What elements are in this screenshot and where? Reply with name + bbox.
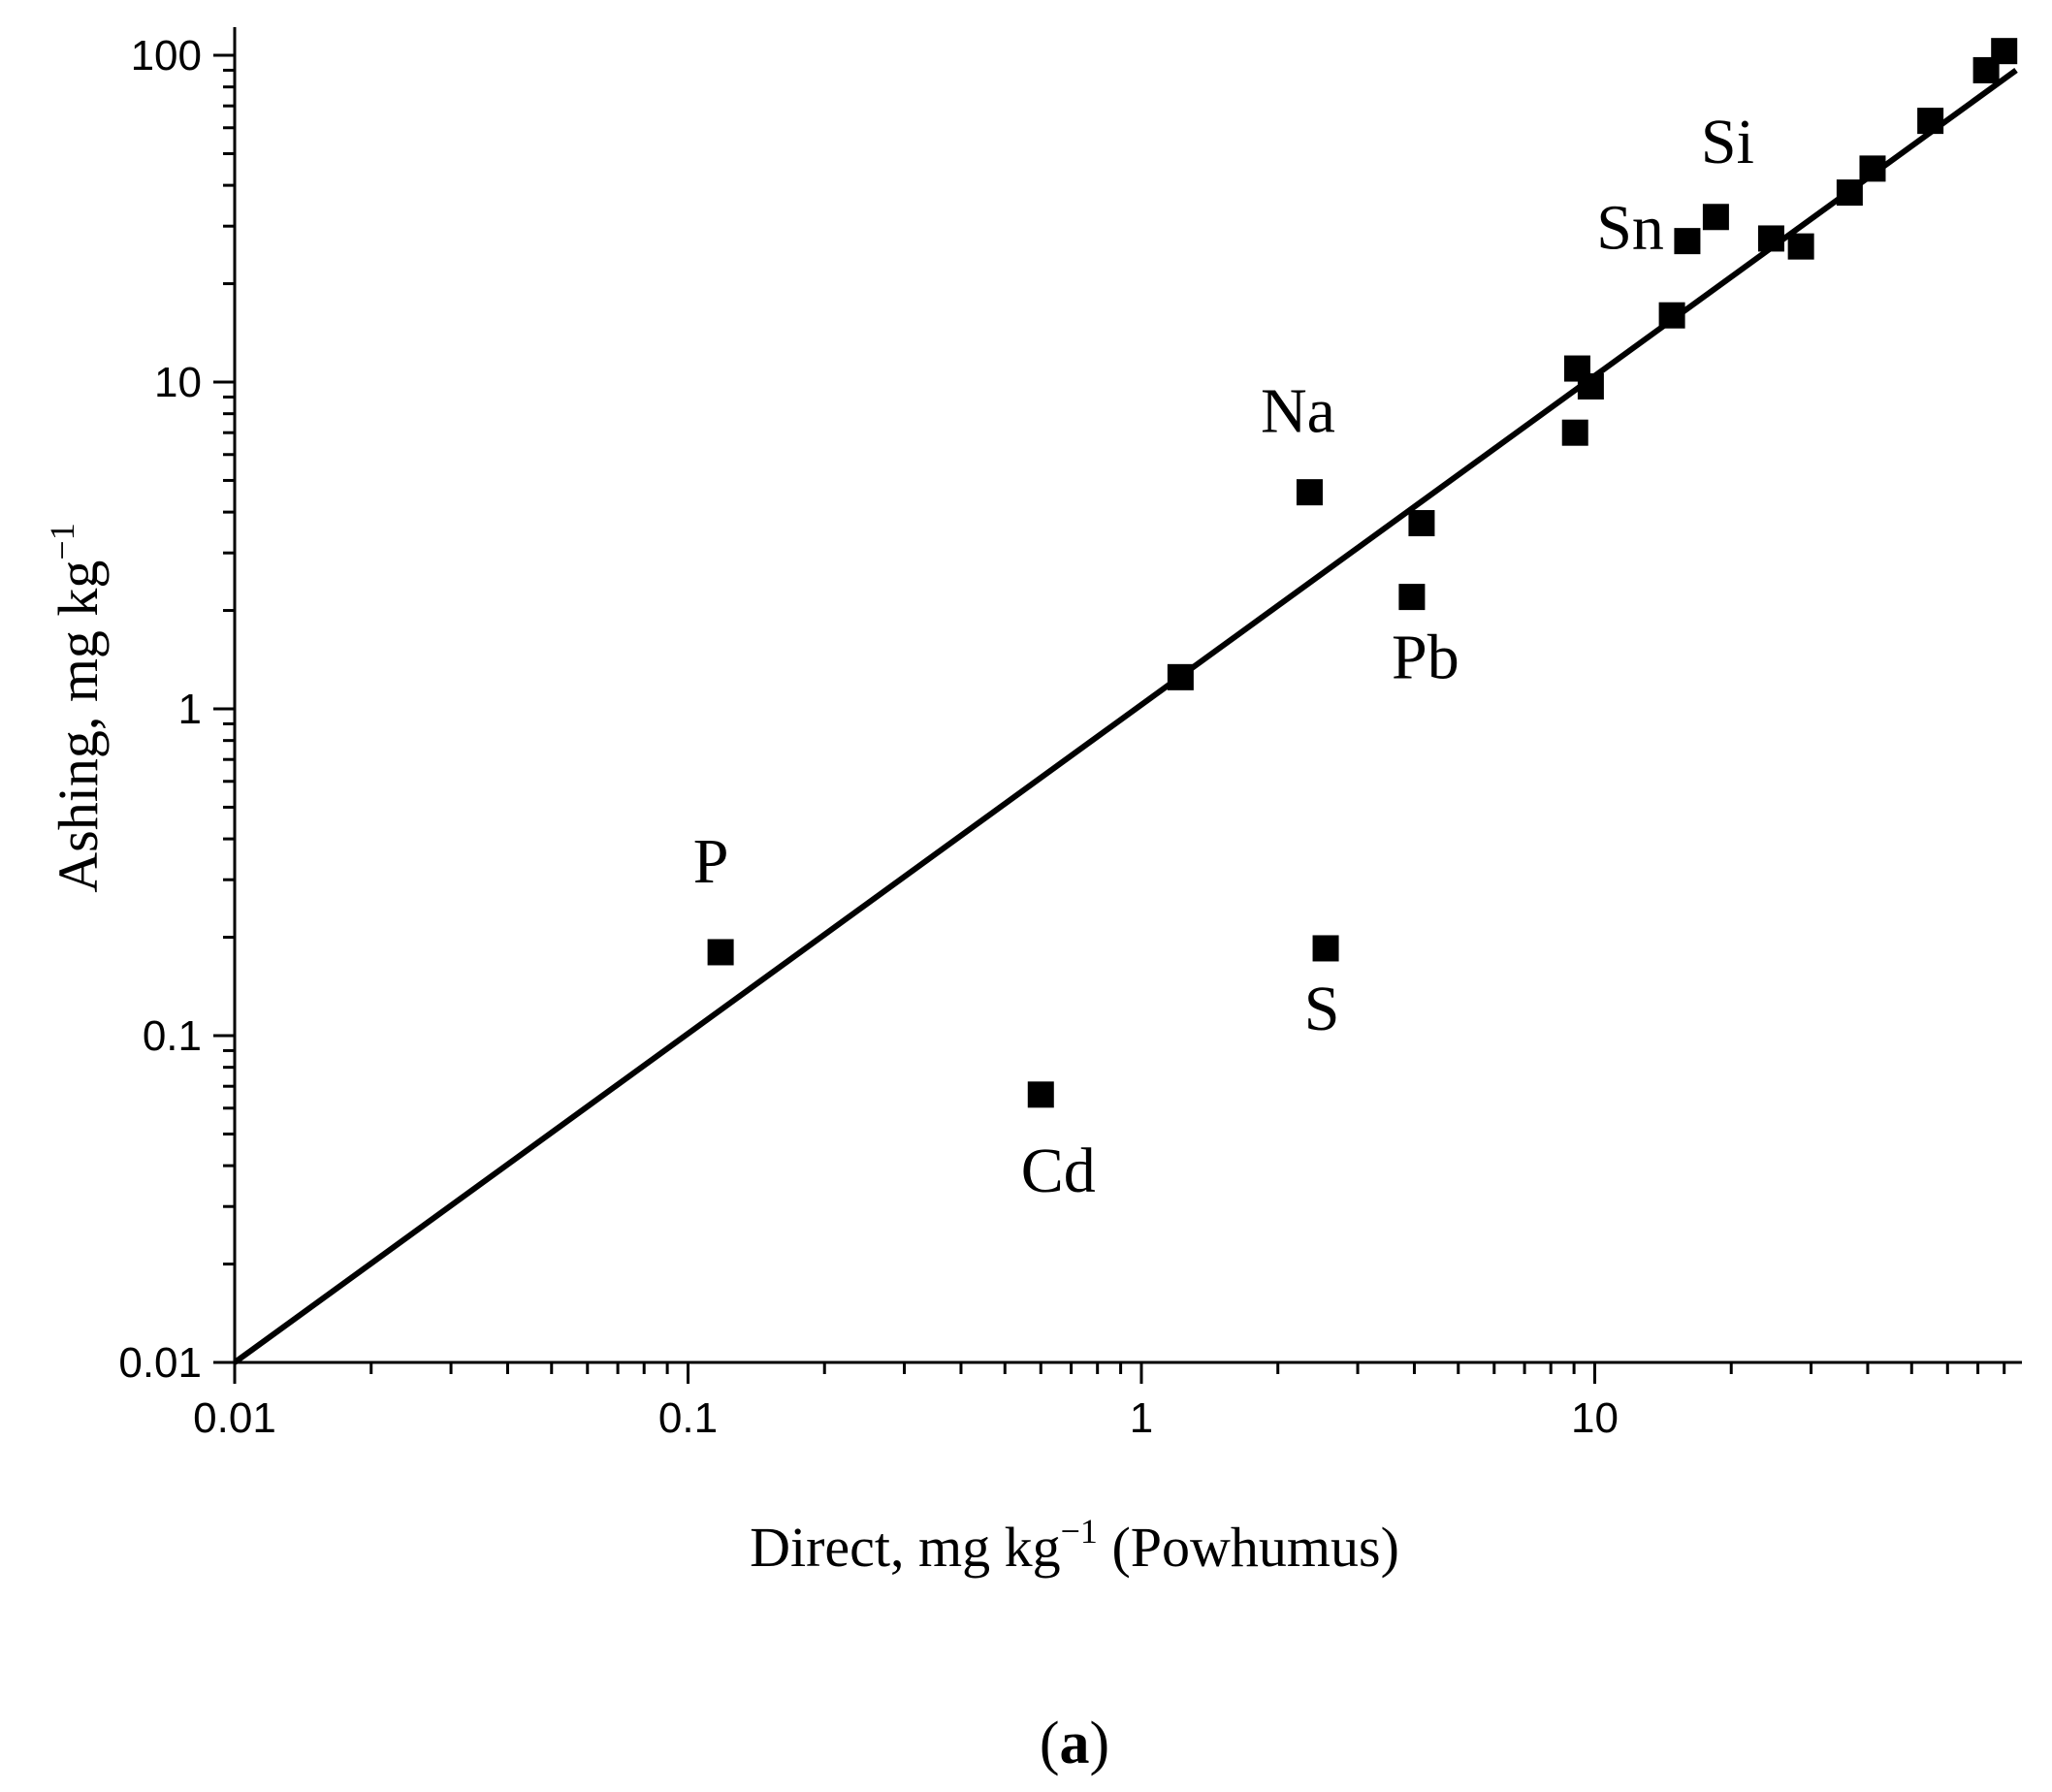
panel-label: (a) xyxy=(1040,1711,1109,1776)
x-axis-title: Direct, mg kg−1 (Powhumus) xyxy=(750,1512,1399,1579)
fit-line-layer xyxy=(233,67,2018,1365)
y-tick-label: 10 xyxy=(154,359,202,406)
data-point-marker xyxy=(1561,419,1588,446)
data-point-marker xyxy=(1859,155,1886,182)
point-label: Si xyxy=(1701,107,1754,177)
point-label: Pb xyxy=(1392,623,1459,693)
x-tick-label: 0.1 xyxy=(658,1394,718,1442)
point-label: Cd xyxy=(1021,1136,1096,1206)
data-point-marker xyxy=(1787,233,1814,260)
data-point-marker xyxy=(1398,584,1426,611)
y-tick-label: 1 xyxy=(178,686,202,733)
x-axis-title-tail: (Powhumus) xyxy=(1098,1516,1399,1579)
x-tick-label: 10 xyxy=(1571,1394,1619,1442)
data-point-marker xyxy=(1027,1081,1054,1108)
panel-label-letter: a xyxy=(1060,1711,1090,1776)
point-label: S xyxy=(1304,974,1340,1044)
data-point-marker xyxy=(1674,228,1701,255)
point-label: Na xyxy=(1261,376,1335,447)
x-tick-label: 1 xyxy=(1130,1394,1153,1442)
y-axis-title-main: Ashing, mg kg xyxy=(47,560,110,893)
y-tick-label: 100 xyxy=(131,32,202,80)
plot-area: P Cd Na S Pb Sn Si xyxy=(233,38,2018,1365)
marker-layer xyxy=(707,38,2018,1108)
x-tick-label: 0.01 xyxy=(193,1394,276,1442)
data-point-marker xyxy=(1312,935,1339,962)
data-point-marker xyxy=(1296,479,1323,506)
data-point-marker xyxy=(1658,302,1685,329)
data-point-marker xyxy=(1408,510,1435,537)
y-axis-title: Ashing, mg kg−1 xyxy=(43,523,110,893)
data-point-marker xyxy=(1991,38,2018,65)
axes: 0.01 0.1 1 10 0.01 0.1 1 10 100 xyxy=(118,27,2022,1442)
data-point-marker xyxy=(1167,663,1194,690)
point-label: Sn xyxy=(1596,193,1664,264)
data-point-marker xyxy=(1702,204,1729,231)
panel-label-close-paren: ) xyxy=(1090,1711,1110,1776)
point-label: P xyxy=(693,826,729,897)
y-axis-title-unit-exponent: −1 xyxy=(43,523,81,560)
x-axis-title-unit-exponent: −1 xyxy=(1061,1512,1098,1551)
y-tick-label: 0.01 xyxy=(118,1339,202,1387)
y-tick-label: 0.1 xyxy=(143,1012,202,1060)
data-point-marker xyxy=(1757,225,1784,252)
data-point-marker xyxy=(1577,372,1604,400)
data-point-marker xyxy=(1836,179,1863,207)
x-axis-title-main: Direct, mg kg xyxy=(750,1516,1061,1579)
point-label-layer: P Cd Na S Pb Sn Si xyxy=(693,107,1754,1206)
data-point-marker xyxy=(1917,108,1944,135)
fit-line xyxy=(233,67,2018,1365)
data-point-marker xyxy=(707,939,734,966)
panel-label-open-paren: ( xyxy=(1040,1711,1060,1776)
